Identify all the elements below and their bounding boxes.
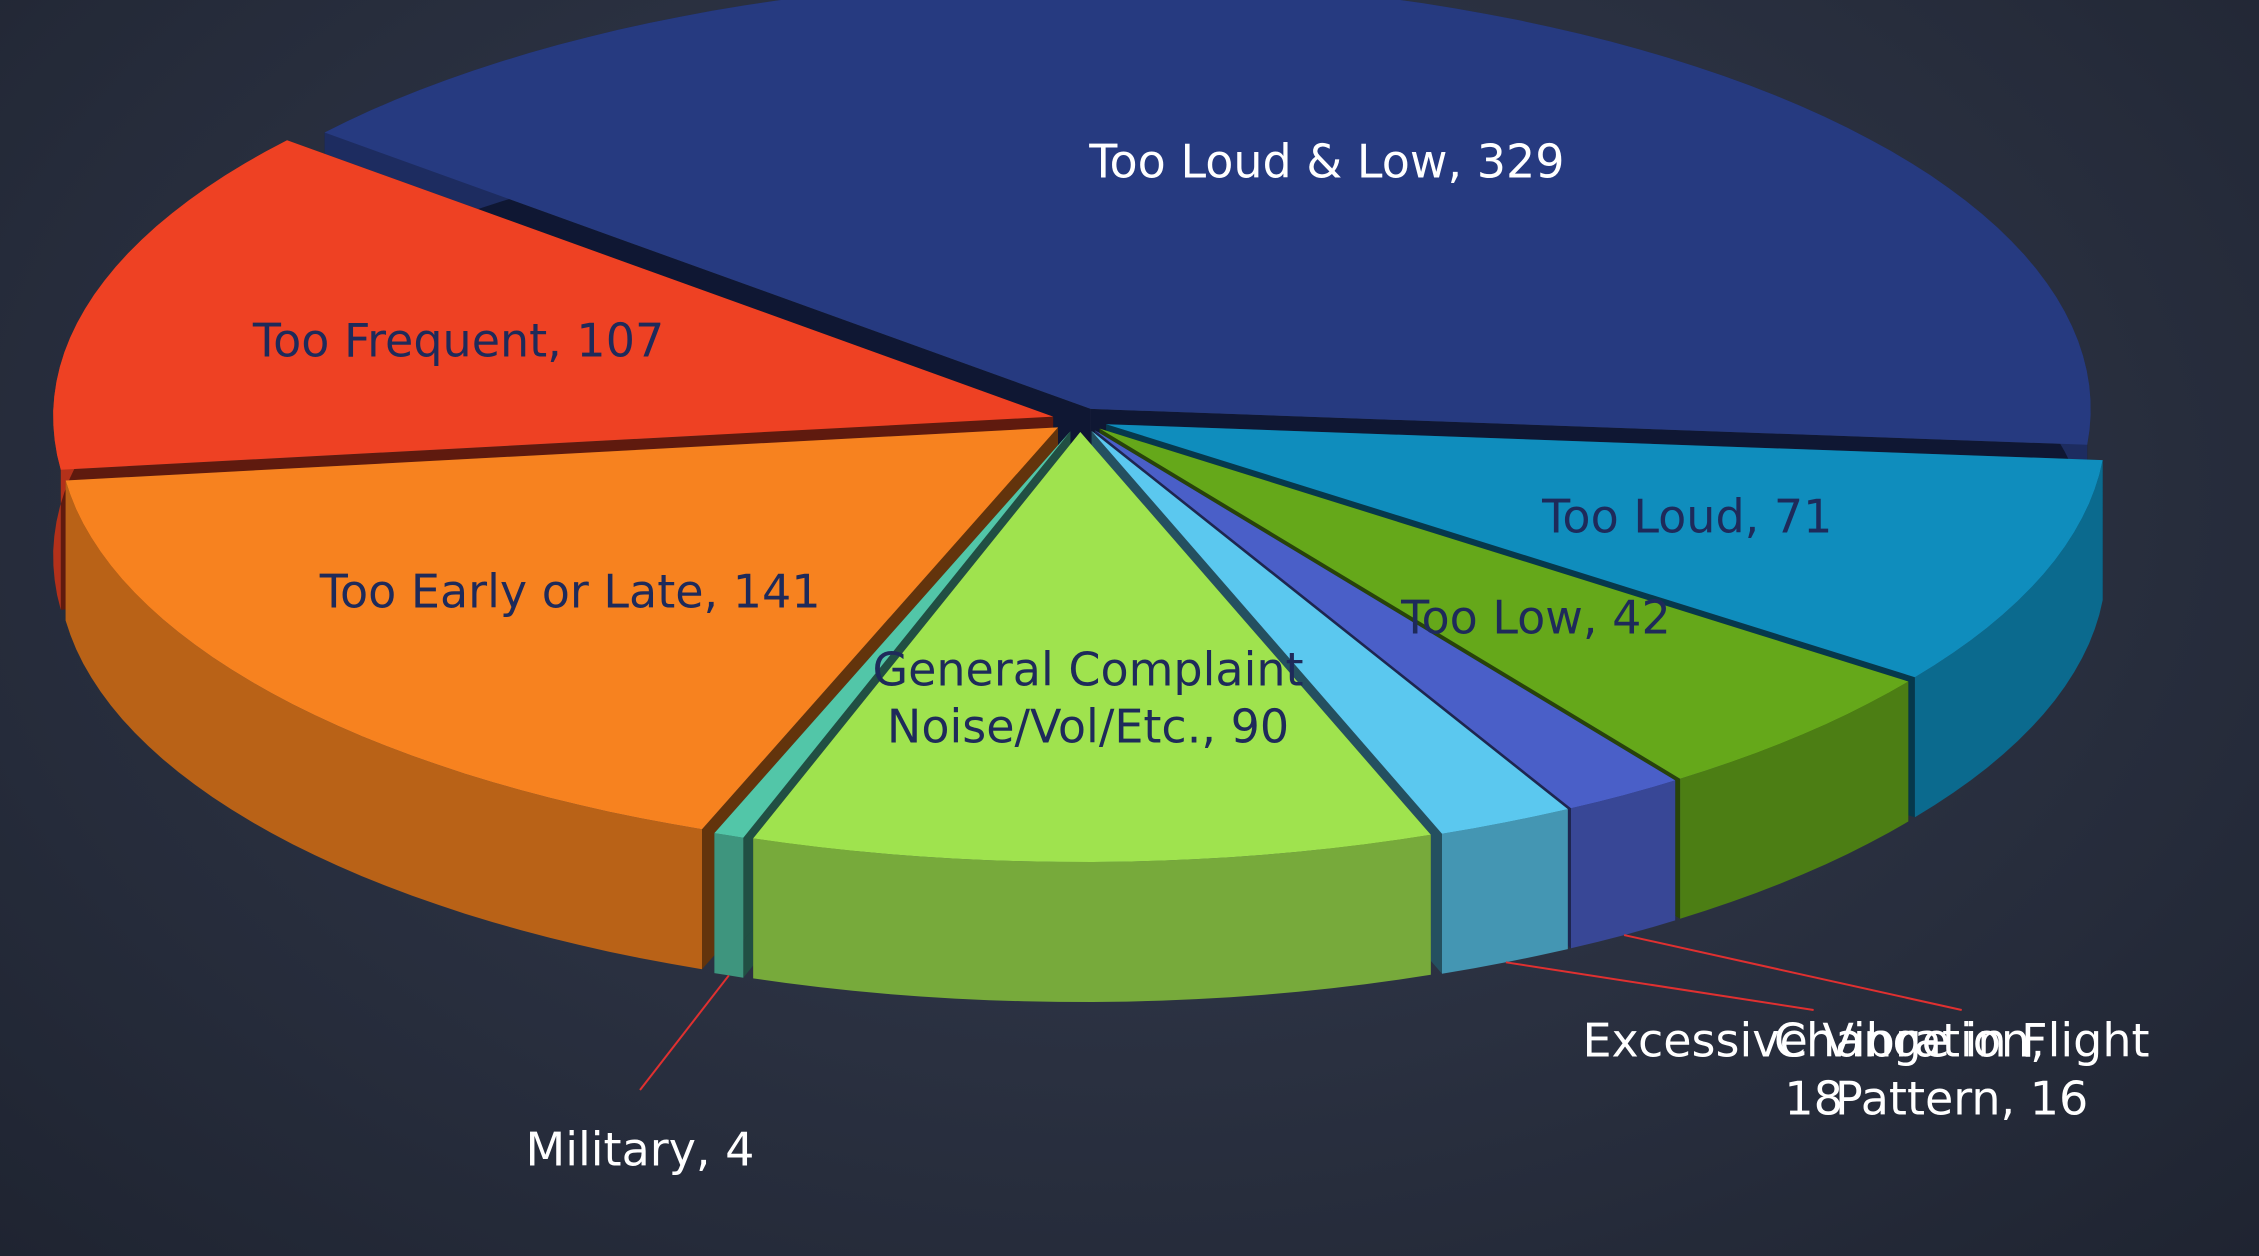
- data-label: General Complaint Noise/Vol/Etc., 90: [872, 642, 1304, 754]
- leader-line: [1505, 961, 1814, 1011]
- slice-wall: [1914, 460, 2103, 818]
- slice: [1094, 430, 1676, 809]
- slice: [324, 0, 2091, 445]
- data-label: Change in Flight Pattern, 16: [1773, 1013, 2150, 1126]
- slice: [65, 427, 1059, 830]
- slice: [1099, 428, 1909, 779]
- slice: [53, 140, 1054, 470]
- slice-wall: [714, 833, 744, 978]
- data-label: Too Low, 42: [1401, 590, 1671, 645]
- leader-line: [639, 974, 730, 1091]
- slice: [1106, 424, 2103, 678]
- data-label: Too Loud, 71: [1542, 489, 1833, 544]
- slice-wall: [65, 480, 703, 970]
- data-label: Military, 4: [525, 1122, 755, 1177]
- leader-line: [1623, 934, 1962, 1011]
- slice-wall: [753, 834, 1431, 1002]
- slice-wall: [1571, 780, 1676, 949]
- slice-wall: [1442, 809, 1568, 974]
- data-label: Too Frequent, 107: [252, 313, 665, 368]
- slice: [714, 431, 1071, 838]
- data-label: Too Loud & Low, 329: [1089, 134, 1565, 189]
- slice: [1091, 431, 1568, 834]
- data-label: Excessive Vibration, 18: [1582, 1013, 2045, 1126]
- slice: [753, 432, 1431, 862]
- data-label: Too Early or Late, 141: [319, 564, 821, 619]
- slice-wall: [1680, 681, 1909, 919]
